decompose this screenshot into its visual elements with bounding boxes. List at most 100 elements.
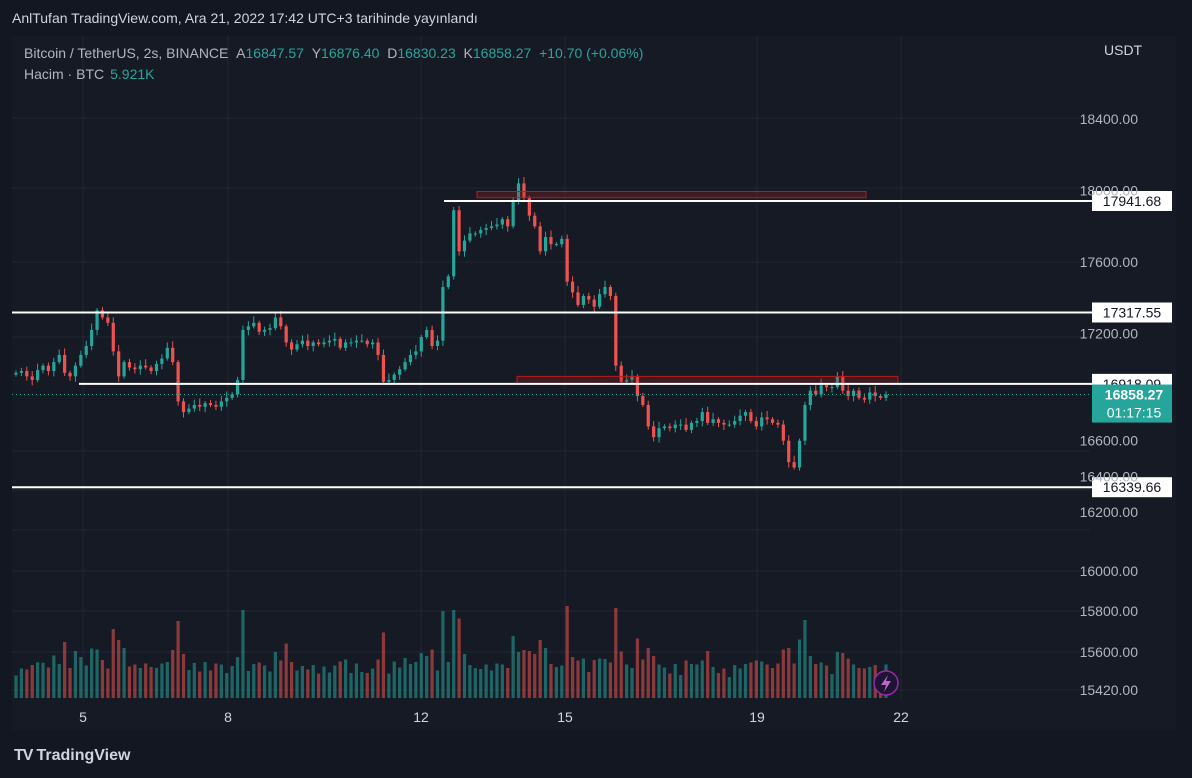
volume-bar xyxy=(641,659,645,698)
change-value: +10.70 (+0.06%) xyxy=(539,45,644,61)
volume-bar xyxy=(657,664,661,698)
volume-bar xyxy=(338,661,342,698)
volume-bar xyxy=(144,663,148,698)
volume-bar xyxy=(181,654,186,698)
volume-bar xyxy=(425,656,429,698)
candle-body xyxy=(727,424,731,426)
candle-body xyxy=(522,183,526,198)
volume-bar xyxy=(527,651,531,698)
volume-bar xyxy=(246,671,250,698)
price-tick: 15420.00 xyxy=(1080,682,1139,698)
volume-bar xyxy=(522,650,526,698)
candle-body xyxy=(19,371,24,373)
volume-bar xyxy=(608,662,613,698)
candle-body xyxy=(543,237,548,252)
volume-bar xyxy=(198,671,202,698)
candle-body xyxy=(144,365,148,368)
candle-body xyxy=(176,362,180,402)
candle-body xyxy=(63,354,67,373)
candle-body xyxy=(392,374,396,380)
candle-body xyxy=(90,329,94,347)
candle-body xyxy=(160,358,164,364)
price-tick: 17600.00 xyxy=(1080,254,1139,270)
candle-body xyxy=(814,390,818,395)
symbol-legend[interactable]: Bitcoin / TetherUS, 2s, BINANCE A16847.5… xyxy=(24,45,643,61)
symbol-name[interactable]: Bitcoin / TetherUS, 2s, BINANCE xyxy=(24,45,229,61)
candle-body xyxy=(797,440,802,468)
volume-bar xyxy=(479,669,483,698)
candle-body xyxy=(862,397,866,400)
candle-body xyxy=(387,379,391,382)
volume-bar xyxy=(754,660,758,698)
volume-bar xyxy=(284,643,288,698)
candle-body xyxy=(273,317,277,329)
candle-body xyxy=(695,421,699,423)
volume-bar xyxy=(79,657,83,698)
candle-body xyxy=(598,294,602,307)
candle-body xyxy=(646,404,650,427)
volume-bar xyxy=(403,658,407,698)
lightning-bolt-icon xyxy=(881,675,891,692)
volume-bar xyxy=(598,658,602,698)
volume-bar xyxy=(635,638,640,698)
high-value: 16876.40 xyxy=(321,45,380,61)
candle-body xyxy=(878,396,883,398)
candle-body xyxy=(344,342,348,348)
volume-bar xyxy=(122,648,126,698)
candle-body xyxy=(208,403,213,405)
tradingview-logo[interactable]: TV TradingView xyxy=(14,747,130,765)
price-tick: 15800.00 xyxy=(1080,603,1139,619)
last-price-badge xyxy=(1092,384,1172,423)
volume-bar xyxy=(857,668,861,698)
volume-bar xyxy=(295,670,299,698)
candle-body xyxy=(414,351,418,355)
candle-body xyxy=(511,201,515,227)
price-tick: 18400.00 xyxy=(1080,111,1139,127)
candle-body xyxy=(808,390,812,405)
price-tick: 16600.00 xyxy=(1080,433,1139,449)
volume-bar xyxy=(776,663,780,698)
volume-bar xyxy=(344,659,348,698)
volume-bar xyxy=(430,649,434,698)
volume-bar xyxy=(46,667,51,698)
candle-body xyxy=(246,326,250,330)
bar-countdown: 01:17:15 xyxy=(1107,405,1162,421)
candle-body xyxy=(408,354,413,363)
candle-body xyxy=(300,340,304,345)
volume-bar xyxy=(835,652,839,698)
candle-body xyxy=(884,394,888,398)
resistance-zones xyxy=(476,190,899,385)
volume-bar xyxy=(138,668,142,698)
level-label: 16339.66 xyxy=(1103,479,1162,495)
candle-body xyxy=(770,419,775,423)
candle-body xyxy=(203,403,207,407)
candle-body xyxy=(14,372,18,375)
candle-body xyxy=(657,428,661,438)
volume-bar xyxy=(365,673,369,698)
volume-bar xyxy=(689,664,694,698)
candle-body xyxy=(749,412,753,422)
price-tick: 16000.00 xyxy=(1080,563,1139,579)
candle-body xyxy=(327,340,332,343)
volume-bar xyxy=(441,611,445,698)
candle-body xyxy=(554,244,558,246)
price-tick: 17200.00 xyxy=(1080,326,1139,342)
volume-bar xyxy=(727,677,731,698)
volume-bar xyxy=(268,671,272,698)
candle-body xyxy=(57,354,61,363)
volume-bars xyxy=(14,606,888,698)
volume-bar xyxy=(111,629,115,698)
volume-bar xyxy=(165,662,169,698)
candle-body xyxy=(473,233,477,235)
date-tick: 12 xyxy=(413,709,429,725)
volume-bar xyxy=(73,651,78,698)
volume-bar xyxy=(414,662,418,698)
volume-bar xyxy=(468,665,472,698)
volume-legend[interactable]: Hacim · BTC 5.921K xyxy=(24,66,155,82)
volume-bar xyxy=(716,673,721,698)
volume-bar xyxy=(824,665,829,698)
candle-body xyxy=(662,426,667,429)
volume-bar xyxy=(30,665,34,698)
candle-body xyxy=(570,281,575,293)
